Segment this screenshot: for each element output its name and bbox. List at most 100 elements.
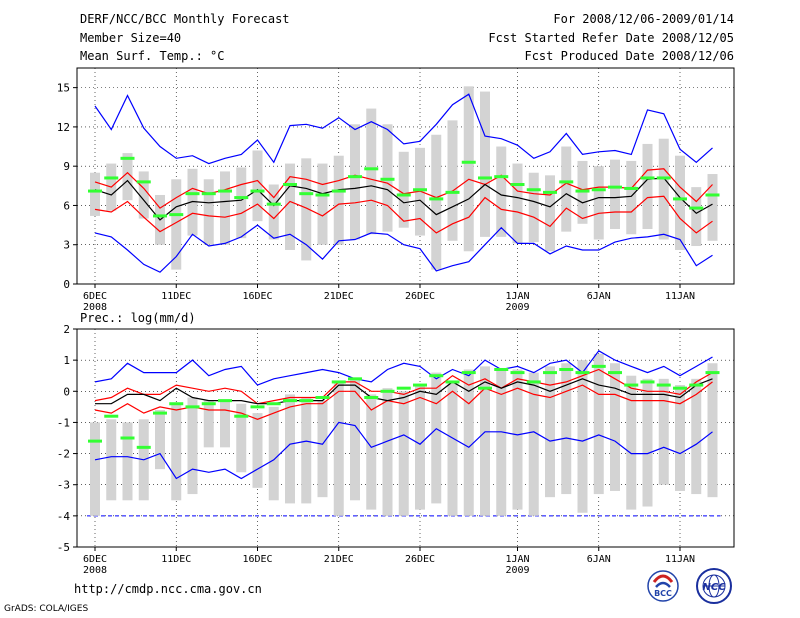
member-size: Member Size=40 [80,31,182,45]
x-tick-label: 11DEC [161,291,191,302]
x-tick-label: 11DEC [161,554,191,565]
max-line [94,93,713,165]
ensemble-marker [234,196,249,200]
range-bar [577,360,588,513]
ensemble-marker [526,380,541,384]
x-year-label: 2008 [83,302,107,313]
range-bar [480,91,490,237]
range-bar [90,172,100,216]
x-tick-label: 26DEC [405,554,435,565]
ensemble-marker [575,189,590,193]
ensemble-marker [218,399,232,403]
range-bar [512,163,523,244]
ensemble-marker [591,364,606,368]
range-bar [545,366,555,498]
ensemble-marker [201,192,216,196]
range-bar [333,381,344,516]
ensemble-marker [461,160,476,164]
ncc-logo-text: NCC [702,582,726,593]
range-bar [236,167,247,239]
x-tick-label: 21DEC [324,291,354,302]
range-bar [252,413,263,488]
x-tick-label: 11JAN [665,554,695,565]
ensemble-marker [169,213,184,217]
ensemble-marker [640,176,655,180]
range-bar [658,378,669,485]
source-url[interactable]: http://cmdp.ncc.cma.gov.cn [74,582,262,596]
range-bar [528,372,539,516]
range-bar [528,172,539,243]
x-tick-label: 6DEC [83,291,107,302]
x-tick-label: 6JAN [587,554,611,565]
ensemble-marker [348,175,362,179]
start-date: Fcst Started Refer Date 2008/12/05 [488,31,734,45]
y-tick-label: 9 [63,160,70,173]
ensemble-marker [104,176,119,180]
ensemble-marker [364,167,379,171]
ensemble-marker [559,367,574,371]
ensemble-marker [266,202,281,206]
grads-credit: GrADS: COLA/IGES [4,604,89,614]
range-bar [642,143,653,230]
ensemble-marker [494,175,509,179]
chart-title: DERF/NCC/BCC Monthly Forecast [80,12,290,26]
ensemble-marker [461,371,476,375]
ensemble-marker [673,197,687,201]
range-bar [561,363,572,495]
range-bar [463,86,474,252]
range-bar [171,179,182,270]
ensemble-marker [543,190,557,194]
range-bar [496,146,507,237]
ensemble-marker [380,177,395,181]
range-bar [285,394,295,504]
ensemble-marker [250,405,265,409]
range-bar [301,158,312,261]
bcc-logo-icon: BCC [647,570,679,602]
range-bar [90,422,100,516]
x-tick-label: 1JAN [505,554,529,565]
ensemble-marker [429,197,444,201]
ensemble-marker [624,186,639,190]
range-bar [236,403,247,473]
x-tick-label: 16DEC [242,291,272,302]
range-bar [431,372,442,504]
range-bar [382,388,393,516]
upper-line [94,368,713,405]
x-tick-label: 6JAN [587,291,611,302]
ensemble-marker [689,206,704,210]
x-tick-label: 26DEC [405,291,435,302]
range-bar [447,381,458,516]
y-tick-label: -3 [57,479,70,492]
ensemble-marker [689,383,704,387]
ensemble-marker [348,377,362,381]
ensemble-marker [218,189,232,193]
range-bar [203,400,214,448]
ensemble-marker [185,192,200,196]
range-bar [252,150,263,222]
x-year-label: 2009 [505,565,529,576]
range-bar [561,146,572,232]
range-bar [187,397,198,495]
ensemble-marker [510,183,525,187]
range-bar [203,179,214,245]
range-bar [610,363,620,491]
range-bar [366,108,377,235]
range-bar [317,400,328,498]
ensemble-marker [185,405,200,409]
ensemble-marker [88,189,102,193]
ensemble-marker [136,445,151,449]
range-bar [431,134,442,270]
ensemble-marker [656,176,671,180]
min-line [94,224,713,273]
ensemble-marker [705,371,720,375]
ensemble-marker [153,214,167,218]
range-bar [626,375,637,510]
ensemble-marker [380,389,395,393]
ensemble-marker [299,399,314,403]
ensemble-marker [396,193,411,197]
ensemble-marker [429,374,444,378]
y-tick-label: 2 [63,323,70,336]
ensemble-marker [104,414,119,418]
range-bar [480,366,490,516]
lower-line [94,195,713,234]
